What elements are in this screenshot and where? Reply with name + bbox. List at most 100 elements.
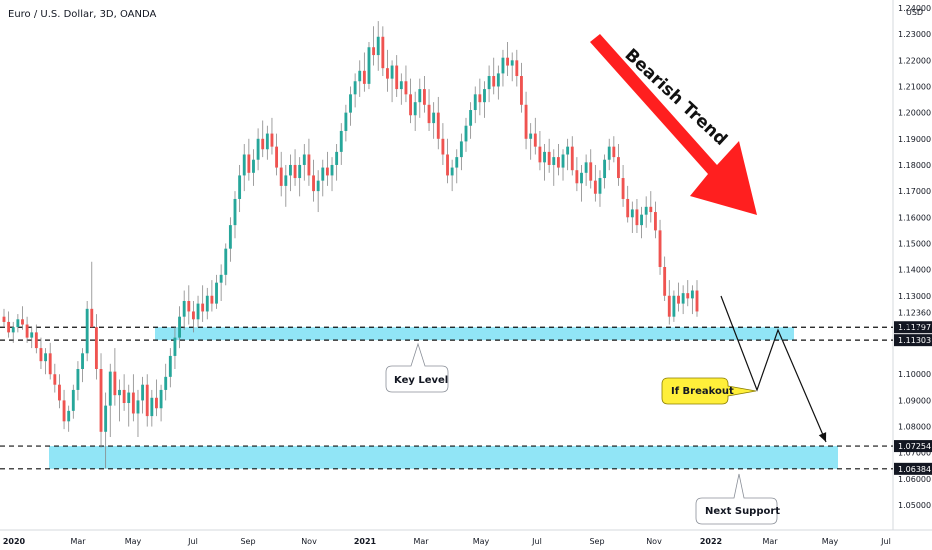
candle-body [265, 133, 269, 150]
y-tick-label: 1.20000 [898, 109, 931, 118]
candle-body [168, 355, 172, 377]
candle-body [612, 146, 616, 158]
candle-body [201, 303, 205, 312]
candle-body [413, 102, 417, 116]
candle-body [127, 392, 131, 404]
candle-body [515, 60, 519, 77]
price-axis: 1.24000 1.23000 1.22000 1.21000 1.20000 1.190… [894, 4, 932, 510]
candle-body [487, 76, 491, 90]
candle-body [422, 89, 426, 105]
candle-body [607, 146, 611, 160]
candle-body [330, 164, 334, 176]
candle-body [182, 300, 186, 317]
candle-body [7, 321, 11, 333]
x-tick-label: 2021 [354, 537, 377, 546]
x-tick-label: May [125, 537, 142, 546]
candle-body [372, 47, 376, 56]
x-tick-label: 2022 [700, 537, 722, 546]
candle-body [76, 369, 80, 390]
candle-body [455, 157, 459, 168]
candle-body [30, 332, 34, 338]
candle-body [16, 319, 20, 328]
y-tick-label: 1.09000 [898, 396, 931, 405]
candle-body [649, 206, 653, 213]
candle-body [131, 392, 135, 414]
candle-body [441, 138, 445, 155]
projection-path [720, 295, 827, 443]
candle-body [473, 94, 477, 111]
candle-body [113, 371, 117, 396]
candle-body [478, 94, 482, 103]
candle-body [621, 178, 625, 199]
candle-body [316, 180, 320, 192]
candle-body [187, 300, 191, 312]
candle-body [81, 353, 84, 370]
x-tick-label: Mar [70, 537, 86, 546]
candle-body [298, 164, 302, 179]
candle-body [566, 146, 570, 155]
candle-body [603, 159, 607, 179]
y-tick-label: 1.14000 [898, 266, 931, 275]
candle-body [501, 57, 505, 74]
candle-body [39, 348, 43, 362]
candle-body [529, 133, 533, 139]
time-axis: 2020 Mar May Jul Sep Nov 2021 Mar May Jul Sep Nov 20… [3, 537, 891, 546]
candle-body [349, 94, 352, 113]
candle-body [630, 209, 634, 218]
candle-body [496, 73, 500, 87]
candle-body [228, 225, 232, 249]
candle-body [367, 47, 371, 84]
candle-body [99, 369, 103, 432]
currency-label: USD [906, 8, 923, 17]
candle-body [538, 146, 542, 163]
candle-body [2, 316, 6, 322]
candle-body [510, 60, 514, 66]
candle-body [686, 293, 690, 299]
candle-body [275, 146, 279, 168]
candle-body [21, 319, 24, 325]
candle-body [399, 81, 403, 90]
candle-body [191, 311, 195, 320]
candle-body [404, 81, 408, 95]
x-tick-label: Mar [413, 537, 429, 546]
candle-body [53, 374, 57, 385]
projection-arrowhead [818, 432, 827, 442]
candle-body [215, 282, 218, 304]
candle-body [432, 112, 436, 124]
candle-body [589, 162, 593, 181]
y-tick-label: 1.07000 [898, 449, 931, 458]
candle-body [681, 293, 685, 304]
candle-body [690, 290, 694, 299]
candle-body [635, 209, 639, 226]
bearish-trend-arrow [590, 34, 757, 215]
candle-body [145, 384, 149, 417]
y-tick-label: 1.08000 [898, 423, 931, 432]
last-price-label: 1.12360 [898, 309, 931, 318]
candle-body [598, 178, 602, 194]
candle-body [270, 133, 274, 147]
y-tick-label: 1.17000 [898, 187, 931, 196]
candle-body [556, 157, 560, 168]
y-tick-label: 1.05000 [898, 501, 931, 510]
x-tick-label: Sep [589, 537, 604, 546]
candle-body [695, 290, 699, 312]
price-level-badge-label: 1.07254 [898, 442, 931, 451]
candle-body [62, 400, 66, 422]
candle-body [67, 410, 71, 422]
candle-body [344, 112, 348, 131]
key-level-zone [155, 327, 794, 341]
candle-body [390, 65, 394, 79]
candle-body [353, 81, 357, 95]
candle-body [640, 214, 643, 226]
candle-body [418, 89, 422, 103]
candle-body [459, 141, 463, 158]
candle-body [85, 308, 89, 354]
candle-body [307, 154, 311, 176]
price-level-badge [894, 462, 932, 475]
y-tick-label: 1.18000 [898, 161, 931, 170]
candle-body [312, 175, 315, 192]
y-tick-label: 1.10000 [898, 370, 931, 379]
price-level-badge [894, 321, 932, 334]
candle-body [252, 159, 255, 173]
